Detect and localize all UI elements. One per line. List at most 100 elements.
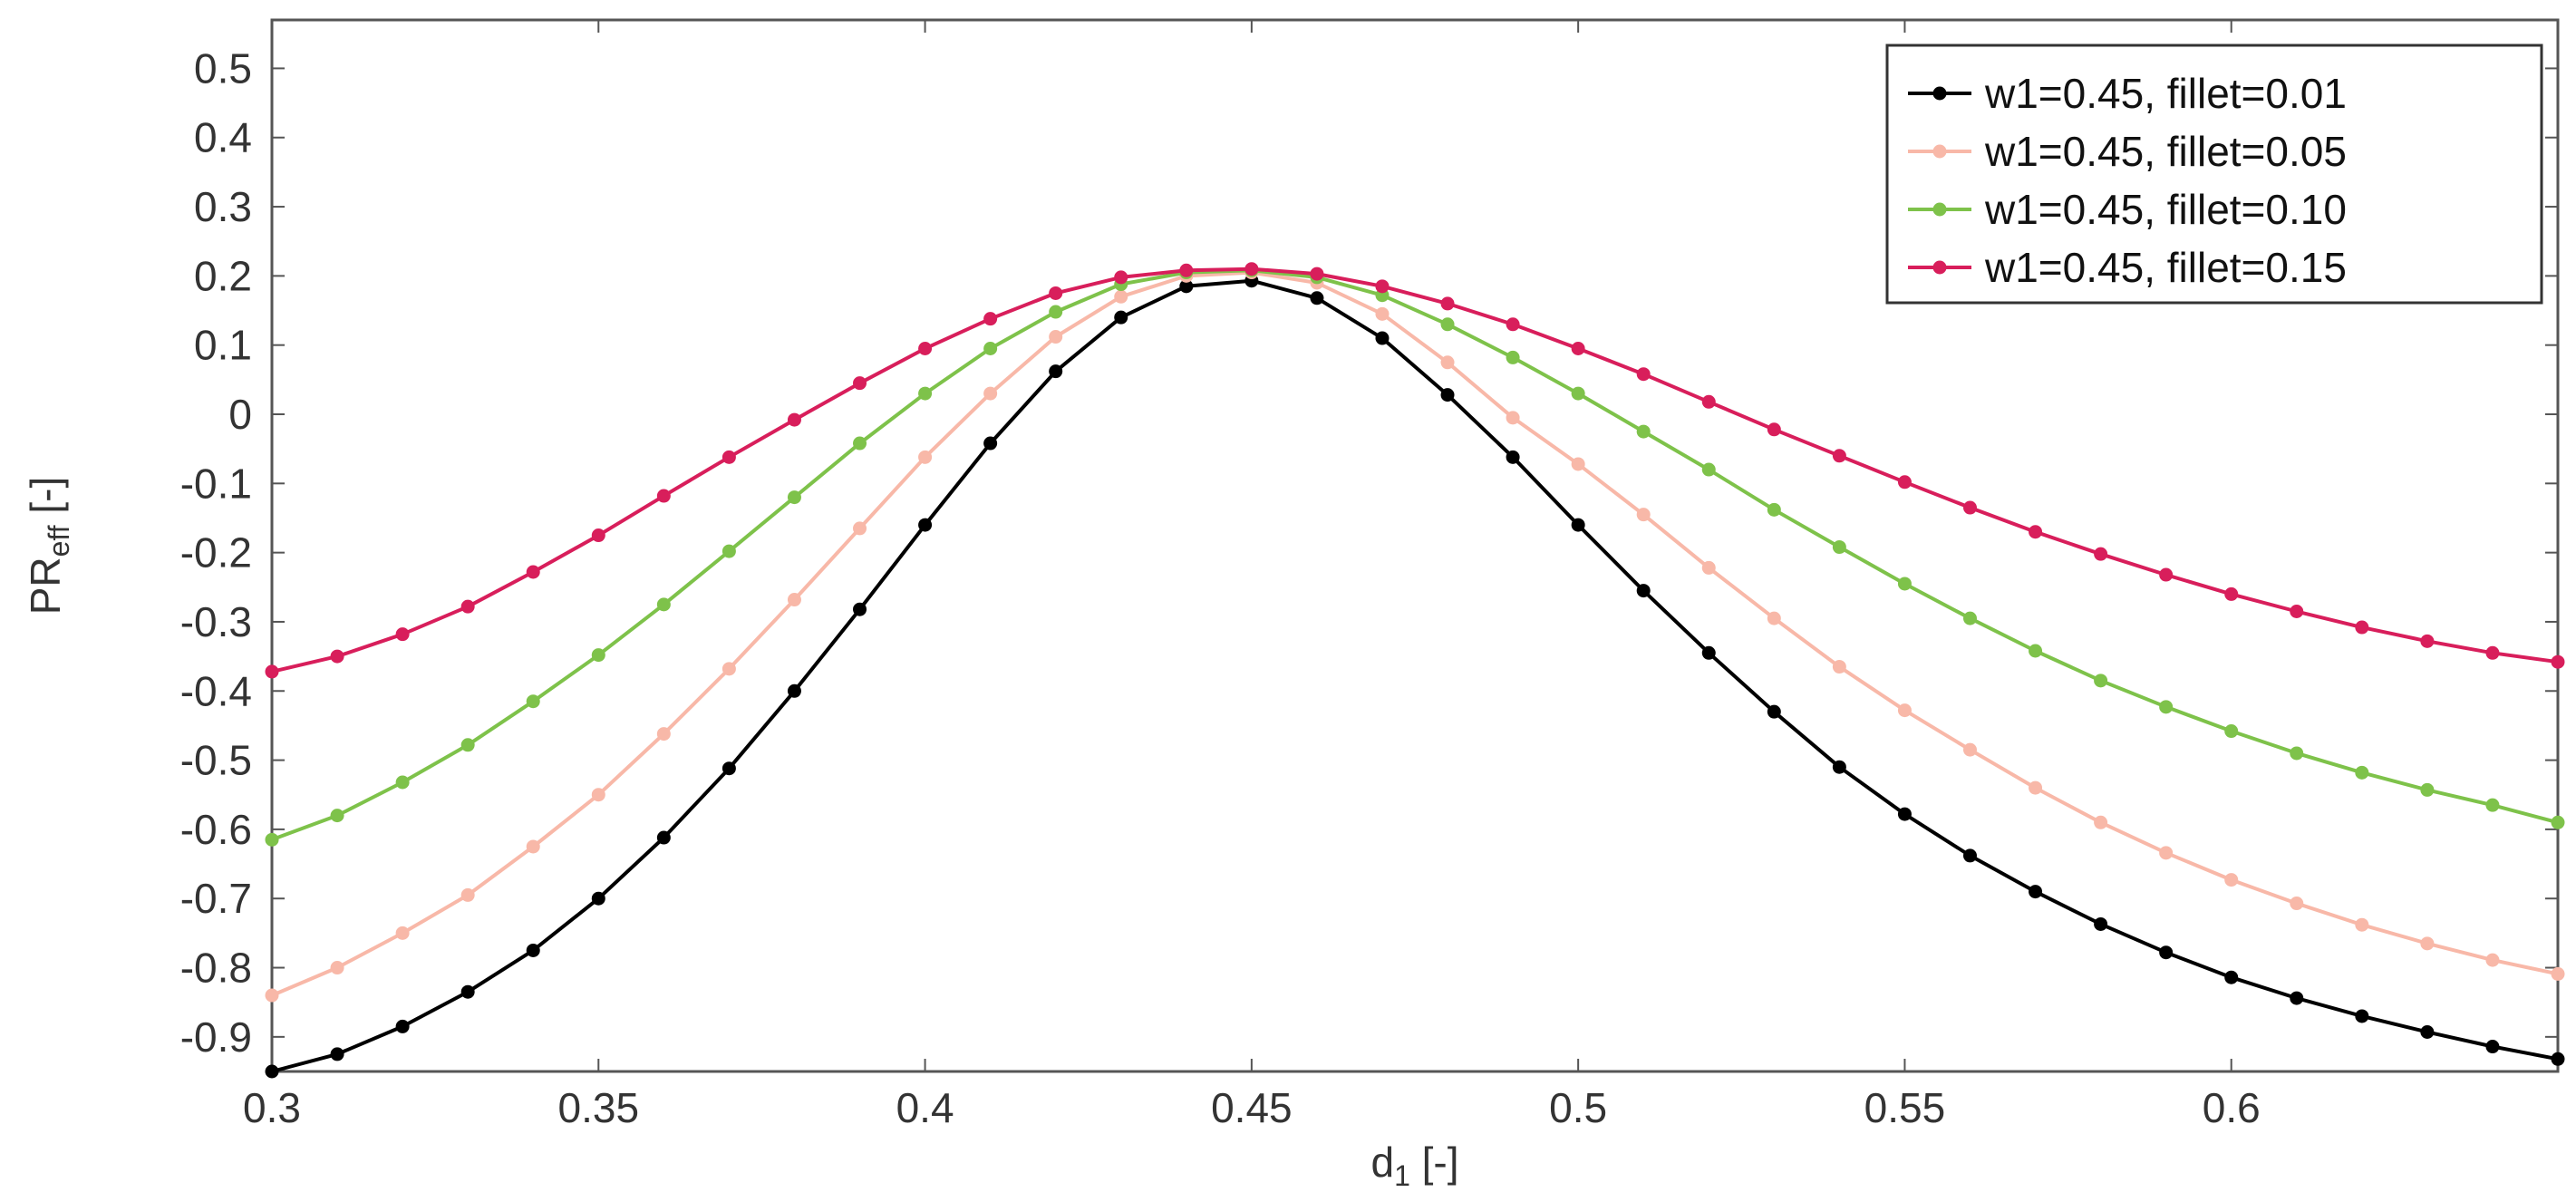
data-point [2420,936,2435,951]
data-point [1962,742,1977,757]
data-point [2290,605,2304,618]
data-point [983,436,998,451]
data-point [1244,262,1259,276]
data-point [2485,798,2500,812]
data-point [1440,317,1455,332]
y-tick-label: -0.8 [180,945,252,992]
data-point [265,988,279,1003]
data-point [330,649,344,664]
data-point [1897,807,1912,821]
series-line [271,270,2559,997]
y-tick-label: 0.2 [194,252,252,299]
data-point [918,342,933,355]
y-tick-label: -0.9 [180,1013,252,1061]
x-axis-label: d1 [-] [1370,1139,1458,1192]
data-point [1571,518,1585,532]
data-point [395,1019,410,1033]
series-2 [265,266,2565,1003]
y-axis-label-main: PR [22,557,69,615]
data-point [2224,970,2239,984]
data-point [721,662,736,676]
y-tick-label: -0.5 [180,737,252,784]
y-axis-label-suffix: [-] [22,477,69,526]
series-4 [265,262,2565,679]
data-point [1636,508,1651,522]
data-point [787,412,801,427]
data-point [591,528,605,543]
data-point [1179,263,1194,277]
data-point [1049,330,1063,344]
x-axis-label-main: d [1370,1139,1394,1186]
data-point [1832,540,1846,555]
data-point [2290,897,2304,911]
data-point [526,694,540,709]
y-tick-label: -0.1 [180,460,252,507]
legend-marker [1932,202,1947,217]
data-point [1049,305,1063,319]
data-point [1114,270,1128,285]
x-tick-label: 0.6 [2203,1084,2261,1131]
legend-entry: w1=0.45, fillet=0.15 [1984,244,2347,291]
data-point [1506,317,1520,332]
data-point [330,1047,344,1061]
data-point [265,664,279,679]
data-point [1701,645,1716,660]
data-point [2159,700,2174,714]
series-line [271,268,2559,842]
x-tick-label: 0.4 [896,1084,954,1131]
legend: w1=0.45, fillet=0.01 w1=0.45, fillet=0.05… [1885,44,2543,305]
data-point [1962,611,1977,625]
y-tick-label: 0 [228,391,252,438]
data-point [2159,846,2174,860]
data-point [526,943,540,957]
series-layer [265,262,2565,1079]
data-point [787,683,801,698]
legend-marker [1932,86,1947,101]
y-tick-label: -0.3 [180,598,252,645]
data-point [918,386,933,401]
data-point [395,627,410,642]
x-tick-label: 0.3 [243,1084,301,1131]
x-tick-label: 0.35 [558,1084,640,1131]
data-point [853,602,867,616]
data-point [526,565,540,579]
data-point [526,839,540,854]
data-point [265,1064,279,1079]
data-point [1049,286,1063,300]
data-point [1767,422,1781,437]
legend-marker [1932,260,1947,275]
data-point [2224,873,2239,887]
data-point [1506,450,1520,464]
y-tick-label: 0.3 [194,183,252,230]
data-point [330,809,344,823]
data-point [1571,457,1585,471]
data-point [1701,560,1716,575]
data-point [1897,577,1912,591]
x-tick-label: 0.45 [1211,1084,1293,1131]
series-3 [265,263,2565,847]
y-axis-label-subscript: eff [43,525,75,557]
data-point [656,727,671,742]
data-point [2029,780,2043,795]
data-point [2029,525,2043,539]
data-point [395,926,410,940]
data-point [460,984,475,999]
data-point [1767,611,1781,625]
data-point [1375,331,1390,345]
data-point [2029,885,2043,899]
data-point [2355,1009,2369,1023]
data-point [2551,1052,2565,1066]
data-point [1962,500,1977,515]
data-point [1767,502,1781,517]
data-point [2485,1040,2500,1054]
data-point [2094,815,2108,829]
data-point [460,738,475,752]
y-tick-label: 0.5 [194,44,252,92]
data-point [918,518,933,532]
data-point [1375,279,1390,294]
data-point [1832,449,1846,463]
data-point [1636,367,1651,382]
data-point [853,521,867,536]
y-tick-label: -0.4 [180,667,252,714]
data-point [656,830,671,845]
